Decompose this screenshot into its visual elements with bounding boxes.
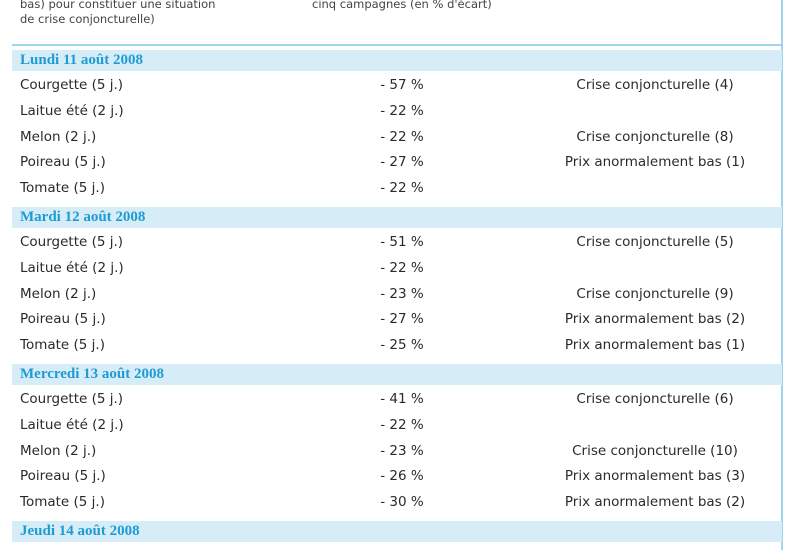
value: - 51 %: [380, 234, 424, 250]
value: - 27 %: [380, 154, 424, 171]
value: - 27 %: [380, 311, 424, 328]
product: Tomate (5 j.): [20, 180, 105, 197]
product: Melon (2 j.): [20, 128, 97, 145]
status: Crise conjoncturelle (10): [572, 442, 738, 459]
product: Melon (2 j.): [20, 285, 97, 302]
section-title: Lundi 11 août 2008: [20, 52, 143, 68]
product: Courgette (5 j.): [20, 77, 124, 93]
status: Crise conjoncturelle (6): [576, 391, 734, 407]
status: Prix anormalement bas (1): [564, 337, 746, 354]
status: Prix anormalement bas (2): [564, 311, 746, 328]
value: - 25 %: [380, 337, 424, 354]
section-bar: Mardi 12 août 2008: [12, 207, 782, 228]
value: - 22 %: [380, 416, 424, 433]
value: - 30 %: [380, 494, 424, 511]
section-title: Jeudi 14 août 2008: [20, 523, 140, 539]
status: Crise conjoncturelle (4): [576, 77, 734, 93]
value: - 26 %: [380, 468, 424, 485]
product: Tomate (5 j.): [20, 494, 105, 511]
product: Laitue été (2 j.): [20, 416, 124, 433]
rule: [12, 44, 782, 46]
header-text: cinq campagnes (en % d'écart): [312, 0, 492, 11]
status: Prix anormalement bas (1): [564, 154, 746, 171]
product: Poireau (5 j.): [20, 468, 106, 485]
product: Courgette (5 j.): [20, 391, 124, 407]
section-title: Mercredi 13 août 2008: [20, 366, 165, 382]
status: Crise conjoncturelle (9): [576, 285, 734, 302]
section-title: Mardi 12 août 2008: [20, 209, 146, 225]
product: Melon (2 j.): [20, 442, 97, 459]
value: - 57 %: [380, 77, 424, 93]
value: - 41 %: [380, 391, 424, 407]
value: - 23 %: [380, 285, 424, 302]
status: Prix anormalement bas (3): [564, 468, 746, 485]
product: Poireau (5 j.): [20, 311, 106, 328]
value: - 23 %: [380, 442, 424, 459]
section-bar: Jeudi 14 août 2008: [12, 521, 782, 542]
section-bar: Mercredi 13 août 2008: [12, 364, 782, 385]
value: - 22 %: [380, 128, 424, 145]
status: Prix anormalement bas (2): [564, 494, 746, 511]
product: Courgette (5 j.): [20, 234, 124, 250]
section-bar: Lundi 11 août 2008: [12, 50, 782, 71]
product: Tomate (5 j.): [20, 337, 105, 354]
value: - 22 %: [380, 259, 424, 276]
header-text: de crise conjoncturelle): [20, 12, 155, 26]
product: Laitue été (2 j.): [20, 102, 124, 119]
status: Crise conjoncturelle (5): [576, 234, 734, 250]
header-text: bas) pour constituer une situation: [20, 0, 216, 11]
frame: [781, 0, 783, 550]
value: - 22 %: [380, 180, 424, 197]
product: Poireau (5 j.): [20, 154, 106, 171]
status: Crise conjoncturelle (8): [576, 128, 734, 145]
value: - 22 %: [380, 102, 424, 119]
product: Laitue été (2 j.): [20, 259, 124, 276]
